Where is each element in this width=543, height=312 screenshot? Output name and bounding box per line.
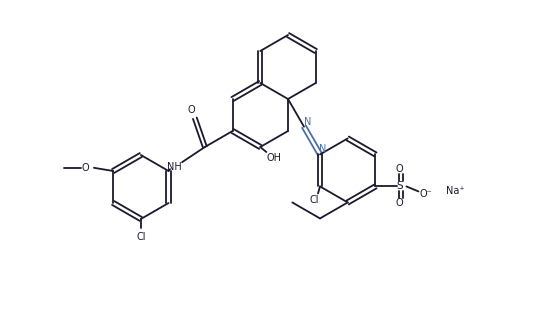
Text: N: N xyxy=(304,117,312,127)
Text: O: O xyxy=(396,198,403,208)
Text: O: O xyxy=(81,163,89,173)
Text: OH: OH xyxy=(267,153,282,163)
Text: O: O xyxy=(396,164,403,174)
Text: O: O xyxy=(187,105,195,115)
Text: Na⁺: Na⁺ xyxy=(446,187,465,197)
Text: Cl: Cl xyxy=(310,195,319,205)
Text: NH: NH xyxy=(167,162,181,172)
Text: N: N xyxy=(319,144,327,154)
Text: Cl: Cl xyxy=(136,232,146,242)
Text: S: S xyxy=(396,181,403,192)
Text: O⁻: O⁻ xyxy=(419,189,432,199)
